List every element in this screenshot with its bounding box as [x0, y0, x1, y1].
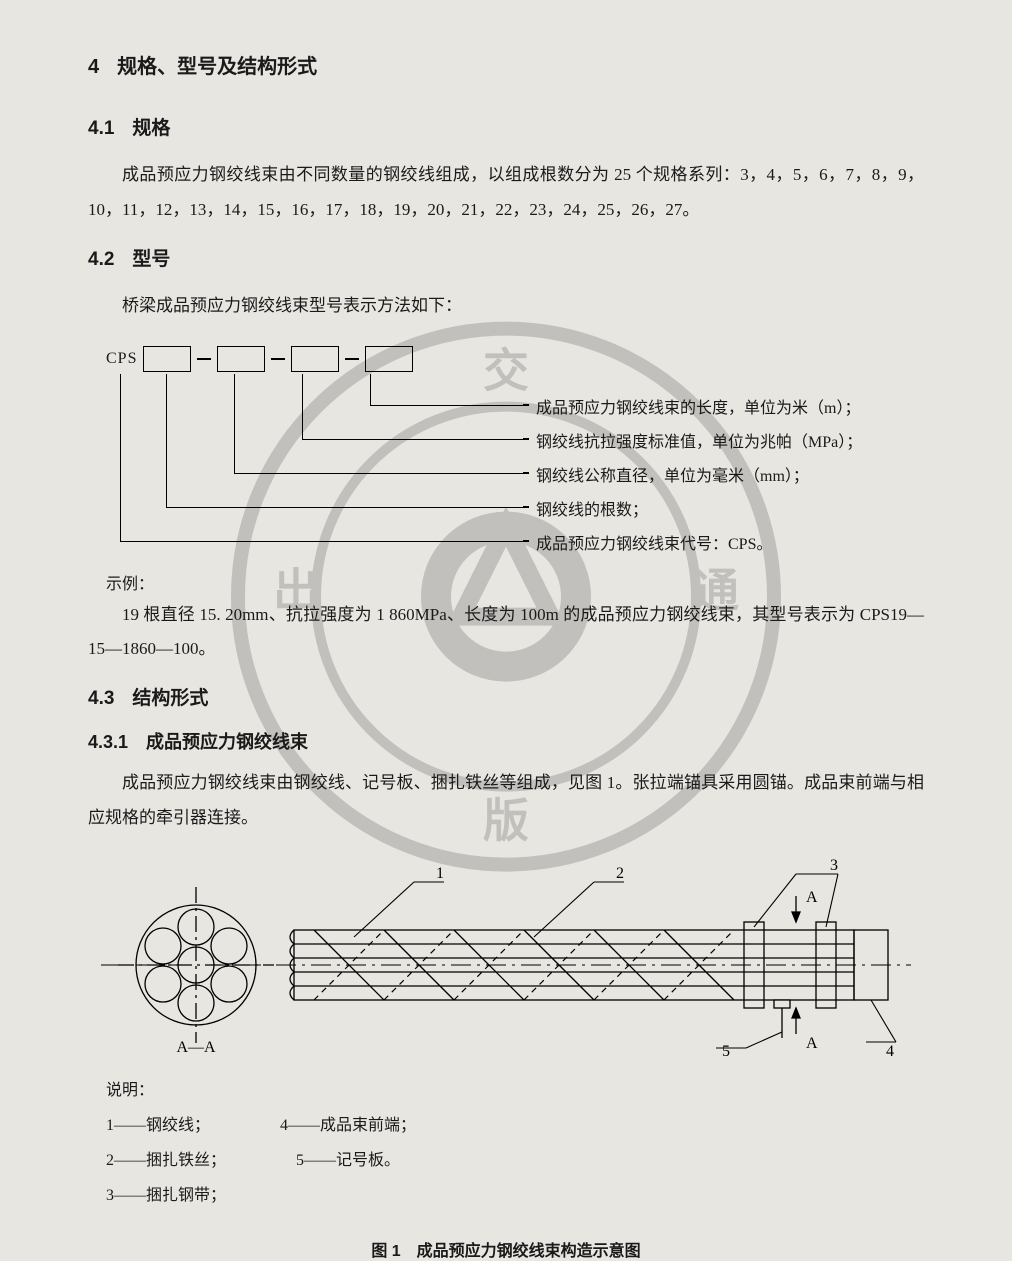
heading-4-3-num: 4.3 — [88, 688, 114, 709]
code-slot-3 — [291, 346, 339, 372]
figure-1: A—A — [88, 852, 924, 1261]
heading-4-1-title: 规格 — [132, 118, 170, 139]
model-code-diagram: CPS 成品预应力钢绞线束的长度，单位为米（m）； 钢绞线抗拉强度标准值，单位为… — [106, 340, 924, 552]
code-sep — [271, 358, 285, 360]
figure-legend: 1——钢绞线； 4——成品束前端； 2——捆扎铁丝； 5——记号板。 3——捆扎… — [106, 1108, 924, 1214]
heading-4-num: 4 — [88, 56, 99, 78]
callout-2: 2 — [616, 865, 624, 882]
code-sep — [345, 358, 359, 360]
legend-5: 5——记号板。 — [296, 1143, 400, 1178]
heading-4-3: 4.3 结构形式 — [88, 683, 924, 710]
code-legend-3: 钢绞线公称直径，单位为毫米（mm）； — [536, 468, 809, 485]
section-marker-top: A — [806, 889, 818, 906]
code-legend-5: 成品预应力钢绞线束代号：CPS。 — [536, 536, 772, 553]
code-legend-2: 钢绞线抗拉强度标准值，单位为兆帕（MPa）； — [536, 434, 862, 451]
legend-3: 3——捆扎钢带； — [106, 1178, 226, 1213]
heading-4: 4 规格、型号及结构形式 — [88, 50, 924, 79]
heading-4-3-1-title: 成品预应力钢绞线束 — [146, 732, 308, 752]
heading-4-1-num: 4.1 — [88, 118, 114, 139]
legend-2: 2——捆扎铁丝； — [106, 1143, 226, 1178]
example-text: 19 根直径 15. 20mm、抗拉强度为 1 860MPa、长度为 100m … — [88, 598, 924, 668]
callout-3: 3 — [830, 857, 838, 874]
callout-4: 4 — [886, 1043, 894, 1060]
para-4-2-intro: 桥梁成品预应力钢绞线束型号表示方法如下： — [88, 289, 924, 324]
para-4-3-1: 成品预应力钢绞线束由钢绞线、记号板、捆扎铁丝等组成，见图 1。张拉端锚具采用圆锚… — [88, 766, 924, 836]
heading-4-title: 规格、型号及结构形式 — [117, 56, 317, 78]
example-label: 示例： — [106, 570, 924, 594]
legend-1: 1——钢绞线； — [106, 1108, 210, 1143]
code-prefix: CPS — [106, 350, 137, 368]
heading-4-1: 4.1 规格 — [88, 113, 924, 140]
heading-4-2: 4.2 型号 — [88, 244, 924, 271]
callout-1: 1 — [436, 865, 444, 882]
figure-1-caption: 图 1 成品预应力钢绞线束构造示意图 — [88, 1237, 924, 1261]
legend-heading: 说明： — [106, 1076, 924, 1100]
code-sep — [197, 358, 211, 360]
heading-4-3-1: 4.3.1 成品预应力钢绞线束 — [88, 728, 924, 754]
section-marker-bottom: A — [806, 1035, 818, 1052]
code-slot-4 — [365, 346, 413, 372]
heading-4-2-num: 4.2 — [88, 249, 114, 270]
heading-4-3-1-num: 4.3.1 — [88, 732, 128, 752]
code-legend-4: 钢绞线的根数； — [536, 502, 648, 519]
heading-4-3-title: 结构形式 — [132, 688, 208, 709]
legend-4: 4——成品束前端； — [280, 1108, 416, 1143]
section-view-label: A—A — [176, 1039, 216, 1056]
para-4-1: 成品预应力钢绞线束由不同数量的钢绞线组成，以组成根数分为 25 个规格系列：3，… — [88, 158, 924, 228]
callout-5: 5 — [722, 1043, 730, 1060]
code-slot-1 — [143, 346, 191, 372]
code-legend-1: 成品预应力钢绞线束的长度，单位为米（m）； — [536, 400, 860, 417]
heading-4-2-title: 型号 — [132, 249, 170, 270]
code-slot-2 — [217, 346, 265, 372]
